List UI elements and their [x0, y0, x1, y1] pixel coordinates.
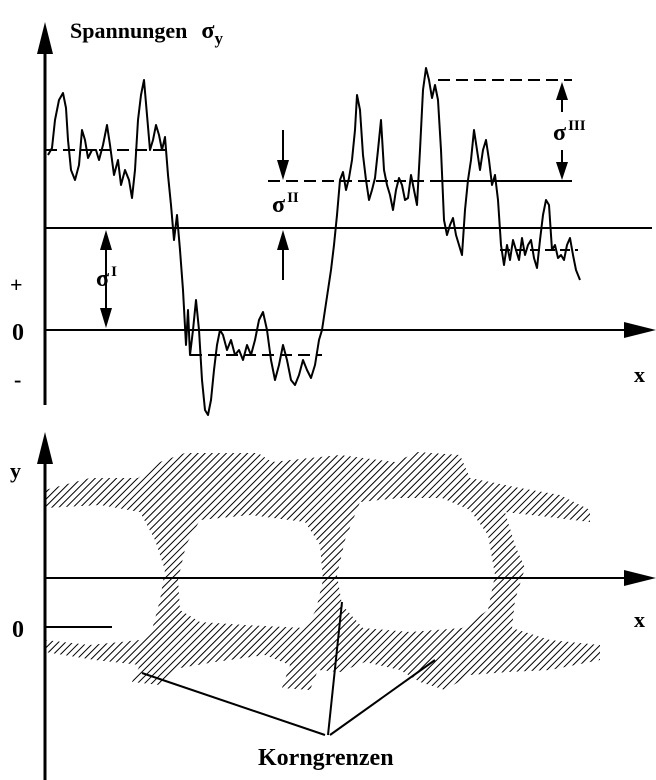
korngrenzen-label: Korngrenzen — [258, 745, 394, 771]
sigma-2-lower-arrow — [277, 230, 289, 250]
stress-zero-label: 0 — [12, 320, 24, 346]
sigma-2-upper-arrow — [277, 160, 289, 180]
stress-x-axis-label: x — [634, 362, 645, 387]
grain-boundary-network — [45, 452, 600, 690]
sigma-3-lower-arrow — [556, 162, 568, 180]
sigma-1-arrow-down — [100, 308, 112, 328]
sigma-3-upper-arrow — [556, 82, 568, 100]
sigma-3-label: σ III — [553, 118, 586, 146]
sigma-2-label: σ II — [272, 190, 299, 218]
callout-line-middle — [327, 601, 343, 736]
grain-y-axis-arrowhead — [37, 432, 53, 464]
stress-curve — [47, 67, 581, 416]
stress-axis-title: Spannungen σy — [70, 18, 223, 48]
grain-x-axis-label: x — [634, 607, 645, 632]
callout-line-right — [329, 659, 436, 736]
minus-sign-label: - — [14, 367, 21, 392]
stress-y-axis-arrowhead — [37, 22, 53, 54]
grain-zero-label: 0 — [12, 617, 24, 643]
callout-line-left — [141, 672, 326, 736]
grain-y-axis-label: y — [10, 458, 21, 483]
stress-x-axis-arrowhead — [624, 322, 656, 338]
sigma-1-arrow-up — [100, 230, 112, 250]
grain-x-axis-arrowhead — [624, 570, 656, 586]
grain-diagram: y 0 x Korngrenzen — [10, 432, 656, 780]
plus-sign-label: + — [10, 272, 23, 297]
